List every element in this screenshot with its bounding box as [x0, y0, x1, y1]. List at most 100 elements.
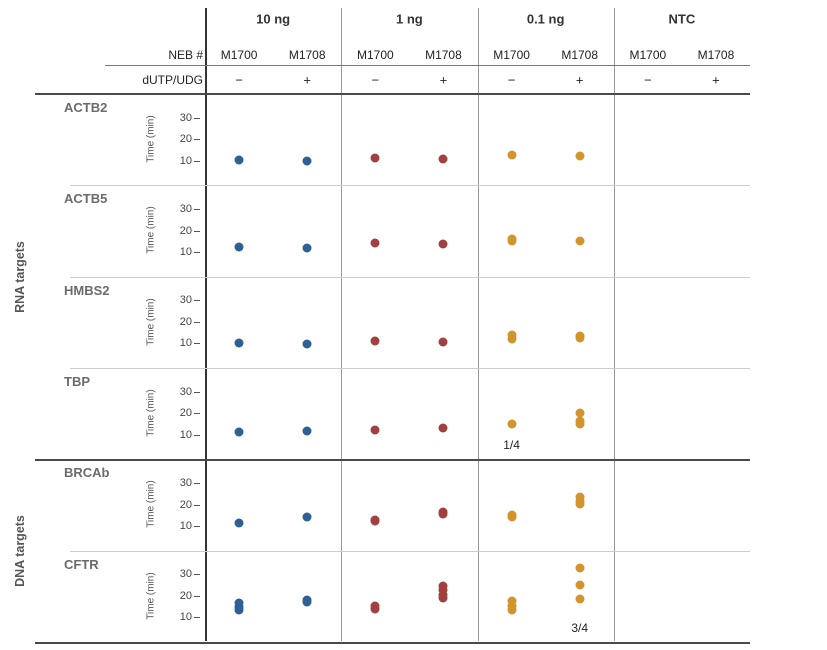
data-point-cftr-col5 — [575, 594, 585, 604]
y-tick-label-10: 10 — [179, 520, 192, 533]
y-tick-label-10: 10 — [179, 154, 192, 167]
udg-symbol-0-1-ng-0: − — [507, 72, 516, 88]
data-point-hmbs2-col1 — [302, 339, 312, 349]
enzyme-header-0-1-ng-m1708: M1708 — [561, 48, 599, 62]
y-tick-label-10: 10 — [179, 246, 192, 259]
data-point-hmbs2-col5 — [575, 333, 585, 343]
data-point-tbp-col5 — [575, 408, 585, 418]
udg-symbol-0-1-ng-1: + — [575, 72, 584, 88]
target-label-actb2: ACTB2 — [64, 100, 108, 115]
data-point-hmbs2-col3 — [438, 337, 448, 347]
y-tick-mark — [194, 391, 200, 393]
replicate-note-cftr: 3/4 — [571, 620, 589, 635]
y-tick-label-20: 20 — [179, 224, 192, 237]
data-point-tbp-col2 — [370, 425, 380, 435]
data-point-brcab-col0 — [234, 518, 244, 528]
y-tick-mark — [194, 230, 200, 232]
y-axis-label-cftr: Time (min) — [145, 571, 157, 620]
replicate-note-tbp: 1/4 — [503, 437, 520, 452]
row-separator-line — [70, 276, 750, 278]
data-point-actb5-col0 — [234, 242, 244, 252]
header-bottom-rule — [35, 92, 750, 95]
y-tick-label-20: 20 — [179, 407, 192, 420]
column-group-divider — [613, 8, 615, 642]
y-tick-mark — [194, 413, 200, 415]
data-point-brcab-col5 — [575, 499, 585, 509]
y-tick-label-20: 20 — [179, 498, 192, 511]
section-divider-rule — [35, 459, 750, 462]
udg-symbol-10-ng-0: − — [235, 72, 243, 88]
data-point-tbp-col1 — [302, 426, 312, 436]
y-tick-mark — [194, 483, 200, 485]
y-tick-mark — [194, 300, 200, 302]
enzyme-header-10-ng-m1708: M1708 — [288, 48, 326, 62]
target-label-hmbs2: HMBS2 — [64, 282, 110, 298]
row-group-label-dna-targets: DNA targets — [13, 514, 27, 587]
udg-symbol-1-ng-0: − — [371, 72, 380, 88]
enzyme-header-ntc-m1700: M1700 — [629, 48, 667, 62]
y-tick-mark — [194, 209, 200, 211]
data-point-actb5-col3 — [438, 239, 448, 249]
data-point-actb2-col1 — [302, 156, 312, 166]
data-point-brcab-col2 — [370, 516, 380, 526]
neb-row-underline — [105, 65, 750, 66]
enzyme-header-0-1-ng-m1700: M1700 — [493, 48, 530, 62]
column-group-divider — [477, 8, 479, 642]
data-point-brcab-col3 — [438, 509, 448, 519]
udg-row-label: dUTP/UDG — [142, 73, 203, 87]
target-label-cftr: CFTR — [64, 556, 99, 572]
udg-symbol-1-ng-1: + — [439, 72, 448, 88]
y-tick-mark — [194, 160, 200, 162]
y-tick-mark — [194, 434, 200, 436]
data-point-actb5-col4 — [507, 236, 517, 246]
y-tick-label-30: 30 — [179, 203, 192, 216]
y-tick-mark — [194, 617, 200, 619]
row-separator-line — [70, 367, 750, 369]
plot-left-axis-line — [205, 8, 207, 642]
target-label-actb5: ACTB5 — [64, 191, 108, 207]
y-tick-label-20: 20 — [179, 315, 192, 328]
y-axis-label-actb5: Time (min) — [145, 206, 157, 255]
y-tick-mark — [194, 321, 200, 323]
data-point-cftr-col3 — [438, 593, 448, 603]
y-tick-label-10: 10 — [179, 337, 192, 350]
enzyme-header-ntc-m1708: M1708 — [697, 48, 735, 62]
data-point-actb2-col4 — [507, 150, 517, 160]
table-bottom-rule — [35, 641, 750, 644]
target-label-tbp: TBP — [64, 373, 90, 389]
data-point-actb2-col5 — [575, 151, 585, 161]
data-point-actb2-col3 — [438, 154, 448, 164]
data-point-cftr-col2 — [370, 604, 380, 614]
y-tick-mark — [194, 252, 200, 254]
dose-header-1-ng: 1 ng — [396, 11, 423, 27]
y-tick-mark — [194, 117, 200, 119]
dose-header-0-1-ng: 0.1 ng — [526, 11, 565, 27]
y-axis-label-actb2: Time (min) — [145, 115, 157, 163]
dose-header-10-ng: 10 ng — [256, 11, 291, 27]
data-point-hmbs2-col0 — [234, 338, 244, 348]
data-point-actb5-col5 — [575, 236, 585, 246]
column-group-divider — [341, 8, 343, 642]
y-axis-label-tbp: Time (min) — [145, 389, 157, 437]
y-tick-mark — [194, 595, 200, 597]
y-tick-label-30: 30 — [179, 111, 192, 124]
data-point-cftr-col1 — [302, 597, 312, 607]
y-axis-label-brcab: Time (min) — [145, 480, 157, 529]
row-separator-line — [70, 185, 750, 187]
y-tick-mark — [194, 574, 200, 576]
y-tick-label-10: 10 — [179, 428, 192, 441]
dose-header-ntc: NTC — [668, 11, 696, 27]
data-point-tbp-col0 — [234, 427, 244, 437]
data-point-cftr-col4 — [507, 596, 517, 606]
y-tick-label-30: 30 — [179, 568, 192, 581]
row-separator-line — [70, 550, 750, 552]
data-point-brcab-col1 — [302, 512, 312, 522]
data-point-hmbs2-col4 — [507, 334, 517, 344]
y-tick-label-30: 30 — [179, 294, 192, 307]
data-point-cftr-col5 — [575, 563, 585, 573]
row-group-label-rna-targets: RNA targets — [13, 240, 27, 313]
neb-row-label: NEB # — [168, 48, 203, 62]
data-point-hmbs2-col4 — [507, 330, 517, 340]
y-tick-label-10: 10 — [179, 611, 192, 624]
